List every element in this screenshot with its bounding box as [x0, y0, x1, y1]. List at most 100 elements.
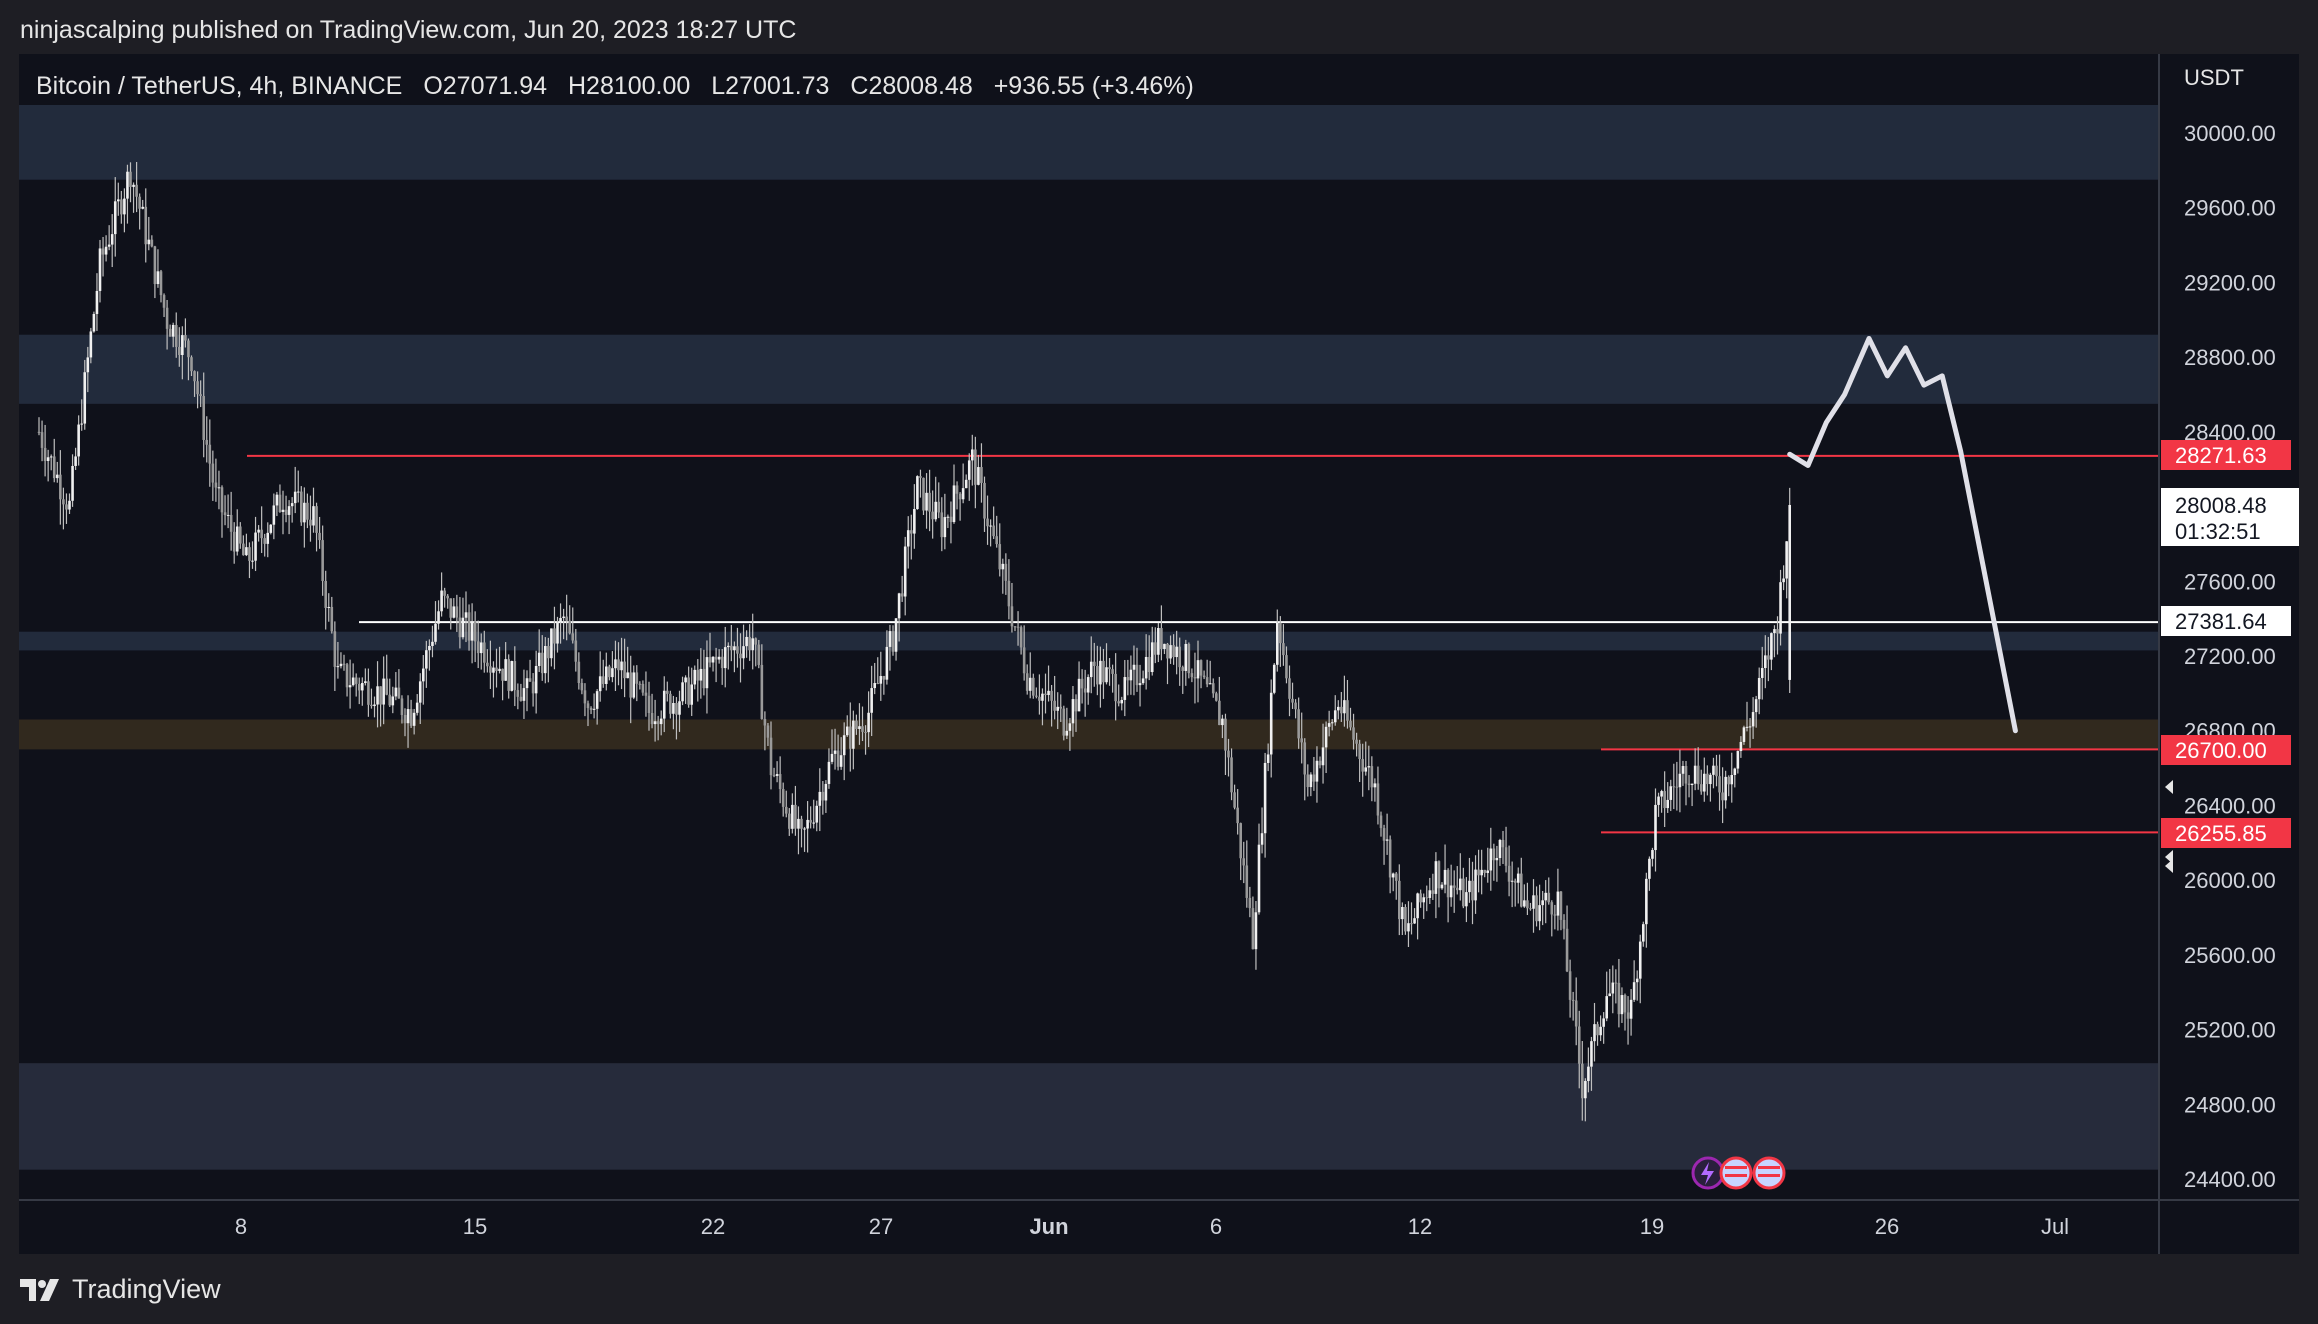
candle-body — [507, 659, 510, 691]
candle-body — [159, 271, 163, 296]
candle-body — [1096, 666, 1099, 685]
candle-body — [705, 657, 709, 689]
candle-body — [141, 206, 144, 209]
candle-body — [916, 476, 919, 510]
candle-body — [458, 617, 462, 638]
candle-body — [733, 646, 736, 651]
candle-body — [818, 791, 822, 806]
candle-body — [1666, 799, 1669, 809]
candle-body — [1083, 688, 1087, 693]
candle-body — [330, 606, 334, 632]
candle-body — [1114, 673, 1117, 702]
candle-body — [1333, 710, 1337, 723]
candle-body — [1068, 723, 1072, 731]
time-ticks-layer: 8 15 22 27 Jun 6 12 19 26 Jul — [235, 1214, 2069, 1239]
candle-body — [839, 755, 843, 767]
candle-body — [275, 494, 279, 506]
candle-body — [1370, 766, 1374, 788]
candle-body — [455, 606, 459, 618]
candle-body — [476, 641, 480, 654]
candle-body — [1074, 699, 1078, 712]
candle-body — [281, 509, 285, 512]
currency-label: USDT — [2184, 65, 2244, 90]
ohlc-open: O27071.94 — [423, 72, 548, 100]
candle-body — [1465, 892, 1468, 907]
tradingview-logo[interactable]: TradingView — [20, 1274, 221, 1305]
candle-body — [1391, 873, 1395, 878]
candle-body — [1672, 786, 1676, 788]
candle-body — [95, 290, 99, 314]
chart-canvas[interactable]: USDT 30000.0029600.0029200.0028800.00284… — [19, 54, 2299, 1254]
candle-body — [220, 487, 224, 513]
candle-body — [1767, 655, 1770, 660]
price-tick-label: 25200.00 — [2184, 1018, 2276, 1043]
candle-body — [1105, 667, 1108, 683]
candle-body — [928, 492, 931, 512]
candle-body — [1431, 890, 1435, 894]
candle-body — [855, 720, 858, 729]
candle-body — [943, 517, 947, 538]
candle-body — [1455, 887, 1459, 891]
candle-body — [1675, 786, 1679, 788]
level-red-upper-tag — [2161, 735, 2291, 765]
candle-body — [147, 239, 151, 245]
candle-body — [1053, 700, 1056, 711]
candle-body — [708, 657, 712, 663]
candle-body — [775, 774, 779, 776]
candle-body — [1770, 633, 1773, 660]
axis-arrow-icon[interactable] — [2165, 859, 2173, 873]
candle-body — [1483, 869, 1486, 873]
candle-body — [425, 650, 428, 669]
candle-body — [1251, 908, 1255, 950]
candle-body — [1215, 693, 1218, 701]
candle-body — [739, 653, 742, 659]
candle-body — [1657, 796, 1660, 805]
candle-body — [336, 666, 340, 668]
candle-body — [891, 631, 895, 652]
symbol-name[interactable]: Bitcoin / TetherUS, 4h, BINANCE — [36, 72, 403, 100]
candle-body — [742, 646, 745, 659]
level-red-lower-tag — [2161, 818, 2291, 848]
candle-body — [565, 616, 568, 621]
candle-body — [1337, 706, 1340, 711]
candle-body — [483, 642, 486, 663]
price-tick-label: 25600.00 — [2184, 943, 2276, 968]
candle-body — [1645, 878, 1648, 925]
candle-body — [150, 239, 154, 247]
price-tick-label: 30000.00 — [2184, 121, 2276, 146]
candle-body — [1529, 908, 1532, 910]
candle-body — [574, 640, 578, 662]
candle-body — [1516, 873, 1520, 883]
candle-body — [290, 503, 294, 507]
candle-body — [1199, 660, 1203, 676]
events-icons[interactable] — [1691, 1156, 1786, 1190]
candle-body — [598, 676, 602, 692]
candle-body — [434, 623, 437, 642]
us-flag-event-icon[interactable] — [1719, 1156, 1753, 1190]
us-flag-event-icon[interactable] — [1752, 1156, 1786, 1190]
candle-body — [638, 683, 642, 685]
axis-arrow-icon[interactable] — [2165, 780, 2173, 794]
candle-body — [193, 371, 196, 382]
candle-body — [528, 678, 532, 682]
candle-body — [1468, 880, 1471, 893]
candle-body — [635, 672, 639, 684]
candle-body — [931, 511, 934, 520]
candle-body — [1373, 783, 1377, 788]
candle-body — [1025, 673, 1029, 691]
candle-body — [71, 465, 74, 501]
candle-body — [653, 721, 657, 725]
candle-body — [1651, 850, 1654, 859]
chart-panel[interactable]: USDT 30000.00 29600.00 29200.00 28800.00 284… — [19, 54, 2299, 1254]
candle-body — [1425, 897, 1429, 899]
candle-body — [1681, 766, 1685, 774]
candle-body — [138, 196, 141, 209]
candle-body — [1221, 718, 1224, 726]
price-axis: USDT — [2184, 65, 2244, 90]
candle-body — [778, 774, 782, 790]
axis-arrow-icon[interactable] — [2165, 850, 2173, 864]
candle-body — [132, 184, 135, 187]
candle-body — [397, 687, 401, 699]
candle-body — [1559, 891, 1563, 920]
time-tick-label: 6 — [1210, 1214, 1222, 1239]
